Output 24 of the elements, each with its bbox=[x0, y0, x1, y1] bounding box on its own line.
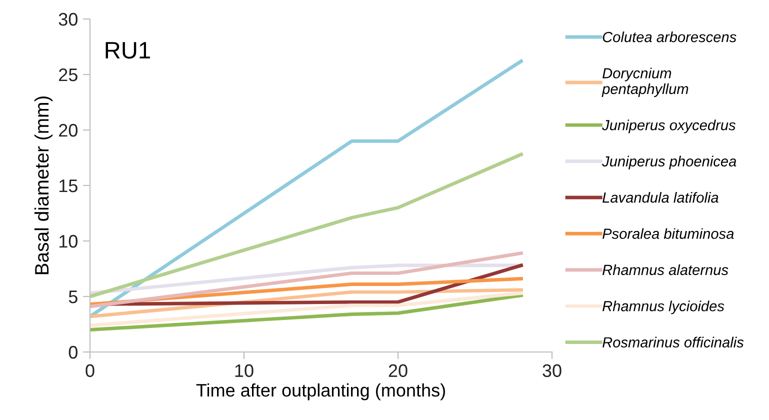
x-tick-label: 0 bbox=[86, 364, 94, 378]
legend-label: Colutea arborescens bbox=[602, 31, 736, 42]
x-tick-label: 30 bbox=[542, 364, 562, 378]
x-tick-label: 10 bbox=[235, 364, 254, 378]
legend-label: Rosmarinus officinalis bbox=[602, 336, 744, 348]
y-tick-label: 15 bbox=[59, 180, 78, 192]
legend-label: Lavandula latifolia bbox=[602, 192, 718, 203]
legend-label: Rhamnus lycioides bbox=[602, 300, 724, 314]
x-tick-label: 20 bbox=[388, 364, 408, 378]
y-tick-label: 20 bbox=[59, 124, 78, 137]
y-axis-title: Basal diameter (mm) bbox=[34, 96, 53, 274]
text: RU1 bbox=[106, 42, 150, 59]
y-tick-label: 5 bbox=[68, 290, 78, 304]
y-tick-label: 30 bbox=[58, 12, 78, 26]
line-series bbox=[90, 152, 523, 298]
legend-label: Juniperus oxycedrus bbox=[602, 120, 736, 134]
y-tick-label: 0 bbox=[68, 346, 78, 359]
y-tick-label: 10 bbox=[59, 234, 78, 248]
y-tick-label: 25 bbox=[59, 68, 78, 82]
legend-label: Juniperus phoenicea bbox=[602, 156, 736, 170]
x-axis-title: Time after outplanting (months) bbox=[196, 383, 445, 400]
legend-label: Dorycnium pentaphyllum bbox=[602, 68, 688, 97]
legend-label: Rhamnus alaternus bbox=[602, 264, 728, 276]
legend-label: Psoralea bituminosa bbox=[602, 228, 734, 239]
